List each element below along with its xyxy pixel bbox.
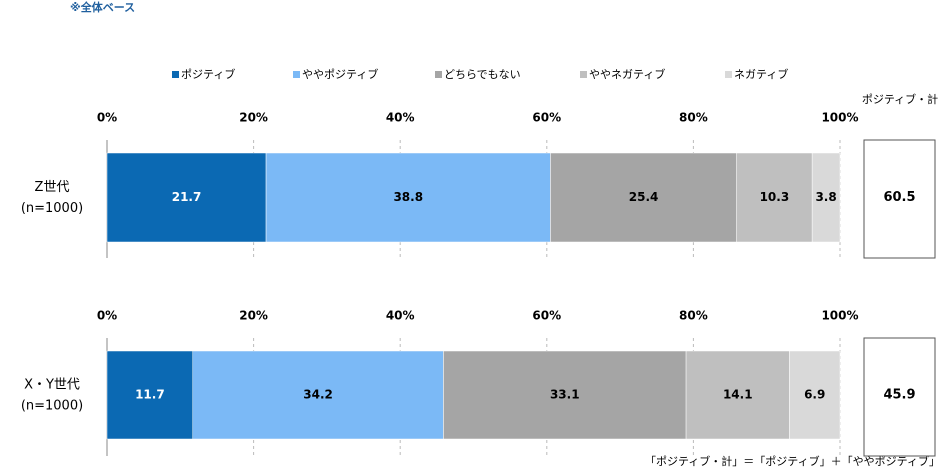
legend-label: ややネガティブ	[589, 67, 665, 81]
data-label: 6.9	[804, 388, 825, 402]
bar-segment	[106, 350, 194, 440]
totals-title: ポジティブ・計	[862, 92, 938, 106]
category-label: Z世代	[35, 180, 70, 195]
legend-swatch	[172, 71, 179, 78]
x-tick-label: 100%	[821, 111, 858, 125]
category-label: X・Y世代	[24, 378, 80, 393]
x-tick-label: 0%	[97, 111, 117, 125]
legend-swatch	[725, 71, 732, 78]
legend-label: ポジティブ	[181, 67, 235, 81]
data-label: 34.2	[303, 388, 333, 402]
x-tick-label: 80%	[679, 111, 708, 125]
bar-segment	[443, 350, 687, 440]
total-box	[863, 139, 936, 259]
footnote: 「ポジティブ・計」＝「ポジティブ」＋「ややポジティブ」	[645, 454, 940, 468]
legend-label: ややポジティブ	[302, 67, 378, 81]
total-value: 60.5	[883, 190, 915, 205]
bar-segment	[685, 350, 790, 440]
x-tick-label: 80%	[679, 309, 708, 323]
category-note: (n=1000)	[21, 201, 83, 216]
x-tick-label: 60%	[532, 309, 561, 323]
bar-segment	[192, 350, 444, 440]
x-tick-label: 20%	[239, 111, 268, 125]
x-tick-label: 40%	[386, 309, 415, 323]
data-label: 3.8	[815, 190, 836, 204]
bar-segment	[811, 152, 841, 243]
data-label: 33.1	[550, 388, 580, 402]
total-value: 45.9	[883, 388, 915, 403]
legend-swatch	[293, 71, 300, 78]
data-label: 10.3	[760, 190, 790, 204]
bar-segment	[550, 152, 737, 243]
x-tick-label: 0%	[97, 309, 117, 323]
legend-label: ネガティブ	[734, 67, 788, 81]
category-note: (n=1000)	[21, 399, 83, 414]
bar-segment	[106, 152, 267, 243]
x-tick-label: 40%	[386, 111, 415, 125]
bar-segment	[789, 350, 841, 440]
x-tick-label: 60%	[532, 111, 561, 125]
data-label: 21.7	[172, 190, 202, 204]
legend-swatch	[435, 71, 442, 78]
data-label: 14.1	[723, 388, 753, 402]
bar-segment	[736, 152, 813, 243]
x-tick-label: 20%	[239, 309, 268, 323]
legend-swatch	[580, 71, 587, 78]
x-tick-label: 100%	[821, 309, 858, 323]
note: ※全体ベース	[70, 0, 135, 14]
total-box	[863, 337, 936, 457]
data-label: 25.4	[629, 190, 659, 204]
data-label: 38.8	[393, 190, 423, 204]
data-label: 11.7	[135, 388, 165, 402]
legend-label: どちらでもない	[444, 68, 521, 81]
